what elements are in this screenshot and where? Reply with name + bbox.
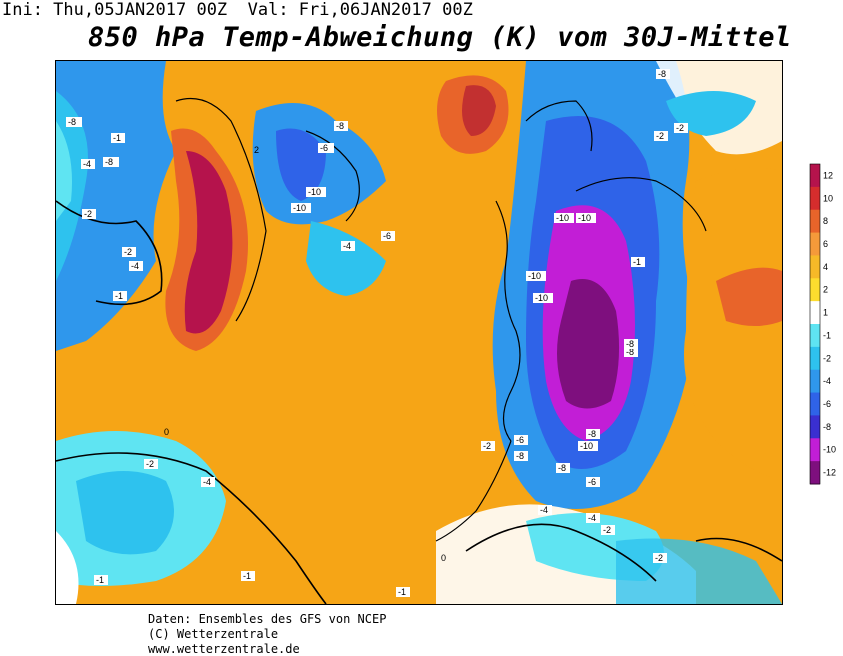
legend-tick-label: 2 — [823, 285, 828, 295]
color-legend: 12 10 8 6 4 2 1 -1 -2 -4 -6 -8 -10 -12 — [809, 163, 836, 485]
contour-label: -1 — [113, 133, 121, 143]
contour-label: -8 — [558, 463, 566, 473]
legend-tick-label: 4 — [823, 262, 828, 272]
contour-label: -2 — [656, 131, 664, 141]
contour-label: -4 — [588, 513, 596, 523]
contour-label: -2 — [655, 553, 663, 563]
contour-label: -1 — [115, 291, 123, 301]
contour-label: -8 — [658, 69, 666, 79]
legend-tick-label: -2 — [823, 353, 831, 363]
contour-label: -2 — [483, 441, 491, 451]
contour-label: -10 — [308, 187, 321, 197]
legend-tick-label: 6 — [823, 239, 828, 249]
legend-tick-label: -10 — [823, 445, 836, 455]
legend-tick-label: -8 — [823, 422, 831, 432]
legend-swatch — [810, 164, 820, 188]
contour-labels: -8 -8 -1 -4 -6 -8 -2 -2 -4 -10 -10 -4 -6 — [66, 69, 688, 597]
contour-label: -10 — [556, 213, 569, 223]
contour-label: -8 — [336, 121, 344, 131]
credit-data-source: Daten: Ensembles des GFS von NCEP — [148, 612, 387, 626]
contour-label: -10 — [528, 271, 541, 281]
contour-label: -4 — [343, 241, 351, 251]
legend-tick-label: 10 — [823, 193, 833, 203]
legend-tick-label: 1 — [823, 308, 828, 318]
contour-label: -4 — [83, 159, 91, 169]
legend-swatch — [810, 438, 820, 462]
legend-swatch — [810, 186, 820, 211]
legend-swatch — [810, 461, 820, 485]
contour-label: -1 — [633, 257, 641, 267]
map-canvas: -8 -8 -1 -4 -6 -8 -2 -2 -4 -10 -10 -4 -6 — [56, 61, 782, 604]
chart-title: 850 hPa Temp-Abweichung (K) vom 30J-Mitt… — [88, 22, 792, 53]
contour-label: -1 — [96, 575, 104, 585]
legend-swatch — [810, 255, 820, 279]
contour-label: -6 — [588, 477, 596, 487]
coastlines — [175, 97, 707, 542]
cold-region-west — [56, 61, 176, 351]
contour-label: -8 — [68, 117, 76, 127]
coldest-core — [557, 279, 620, 409]
contour-label: -2 — [603, 525, 611, 535]
credit-website: www.wetterzentrale.de — [148, 642, 300, 656]
legend-swatch — [810, 369, 820, 394]
legend-swatch — [810, 346, 820, 371]
contour-label: -6 — [383, 231, 391, 241]
legend-swatch — [810, 324, 820, 348]
legend-swatch — [810, 415, 820, 439]
contour-label: 0 — [164, 427, 169, 437]
anomaly-map: -8 -8 -1 -4 -6 -8 -2 -2 -4 -10 -10 -4 -6 — [55, 60, 783, 605]
contour-label: -10 — [578, 213, 591, 223]
credit-copyright: (C) Wetterzentrale — [148, 627, 279, 641]
contour-label: -10 — [293, 203, 306, 213]
contour-label: -2 — [124, 247, 132, 257]
contour-label: -10 — [535, 293, 548, 303]
contour-label: -8 — [105, 157, 113, 167]
legend-swatch — [810, 392, 820, 416]
contour-label: -4 — [131, 261, 139, 271]
contour-label: -4 — [203, 477, 211, 487]
contour-label: -8 — [626, 347, 634, 357]
contour-label: -8 — [588, 429, 596, 439]
contour-label: -1 — [398, 587, 406, 597]
contour-label: -1 — [243, 571, 251, 581]
contour-label: -4 — [540, 505, 548, 515]
contour-label: -6 — [516, 435, 524, 445]
contour-label: -2 — [676, 123, 684, 133]
legend-swatch — [810, 278, 820, 302]
contour-label: 2 — [254, 145, 259, 155]
contour-label: -10 — [580, 441, 593, 451]
legend-tick-label: -1 — [823, 330, 831, 340]
legend-tick-label: -4 — [823, 376, 831, 386]
legend-tick-label: 12 — [823, 170, 833, 180]
contour-label: -8 — [626, 339, 634, 349]
contour-label: -2 — [146, 459, 154, 469]
contour-label: -6 — [320, 143, 328, 153]
contour-label: -8 — [516, 451, 524, 461]
legend-swatch — [810, 209, 820, 234]
contour-label: -2 — [84, 209, 92, 219]
warm-region-east — [684, 167, 782, 481]
legend-swatch — [810, 301, 820, 325]
init-valid-line: Ini: Thu,05JAN2017 00Z Val: Fri,06JAN201… — [2, 0, 473, 20]
contour-label: 0 — [441, 553, 446, 563]
legend-swatch — [810, 232, 820, 256]
legend-tick-label: -6 — [823, 399, 831, 409]
legend-tick-label: 8 — [823, 216, 828, 226]
legend-tick-label: -12 — [823, 468, 836, 478]
